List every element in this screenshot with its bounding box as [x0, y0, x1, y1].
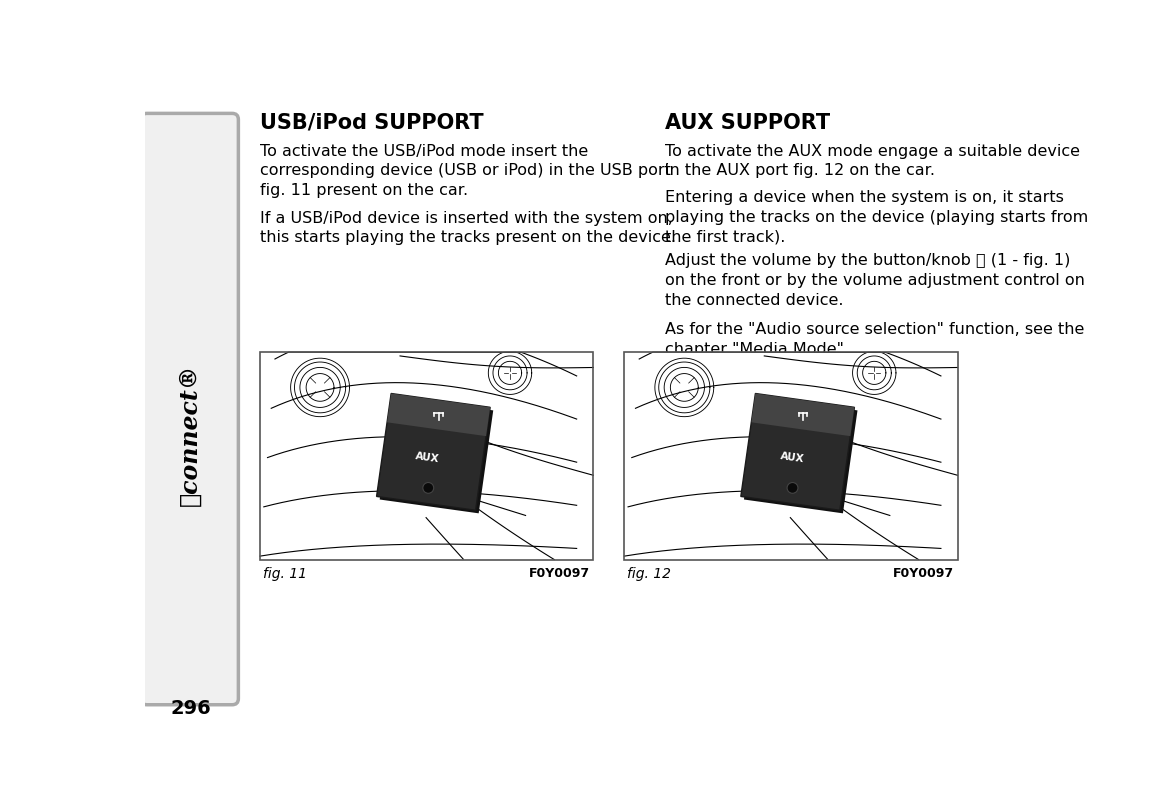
Polygon shape	[741, 394, 855, 511]
Polygon shape	[751, 394, 855, 436]
Bar	[625, 353, 957, 560]
Circle shape	[787, 483, 798, 494]
Circle shape	[423, 483, 434, 494]
Text: AUX SUPPORT: AUX SUPPORT	[665, 113, 830, 133]
Polygon shape	[387, 394, 490, 436]
Text: fig. 11: fig. 11	[263, 566, 307, 581]
Bar	[625, 353, 957, 560]
Polygon shape	[379, 397, 493, 513]
Text: Entering a device when the system is on, it starts
playing the tracks on the dev: Entering a device when the system is on,…	[665, 190, 1089, 244]
Text: To activate the USB/iPod mode insert the
corresponding device (USB or iPod) in t: To activate the USB/iPod mode insert the…	[261, 144, 671, 198]
Text: AUX: AUX	[415, 450, 441, 463]
Text: USB/iPod SUPPORT: USB/iPod SUPPORT	[261, 113, 484, 133]
Text: F0Y0097: F0Y0097	[893, 566, 955, 579]
Text: F0Y0097: F0Y0097	[529, 566, 591, 579]
FancyBboxPatch shape	[141, 114, 238, 705]
Polygon shape	[744, 397, 857, 513]
Text: AUX: AUX	[779, 450, 805, 463]
Text: Ⓣconnect®: Ⓣconnect®	[178, 363, 201, 505]
Text: If a USB/iPod device is inserted with the system on,
this starts playing the tra: If a USB/iPod device is inserted with th…	[261, 210, 676, 245]
Text: 296: 296	[171, 698, 212, 718]
Text: fig. 12: fig. 12	[627, 566, 671, 581]
Text: Adjust the volume by the button/knob ⓤ (1 - fig. 1)
on the front or by the volum: Adjust the volume by the button/knob ⓤ (…	[665, 253, 1085, 307]
Bar	[261, 353, 593, 560]
Text: As for the "Audio source selection" function, see the
chapter "Media Mode".: As for the "Audio source selection" func…	[665, 322, 1084, 357]
Text: To activate the AUX mode engage a suitable device
in the AUX port fig. 12 on the: To activate the AUX mode engage a suitab…	[665, 144, 1080, 178]
Bar	[261, 353, 593, 560]
Polygon shape	[377, 394, 490, 511]
